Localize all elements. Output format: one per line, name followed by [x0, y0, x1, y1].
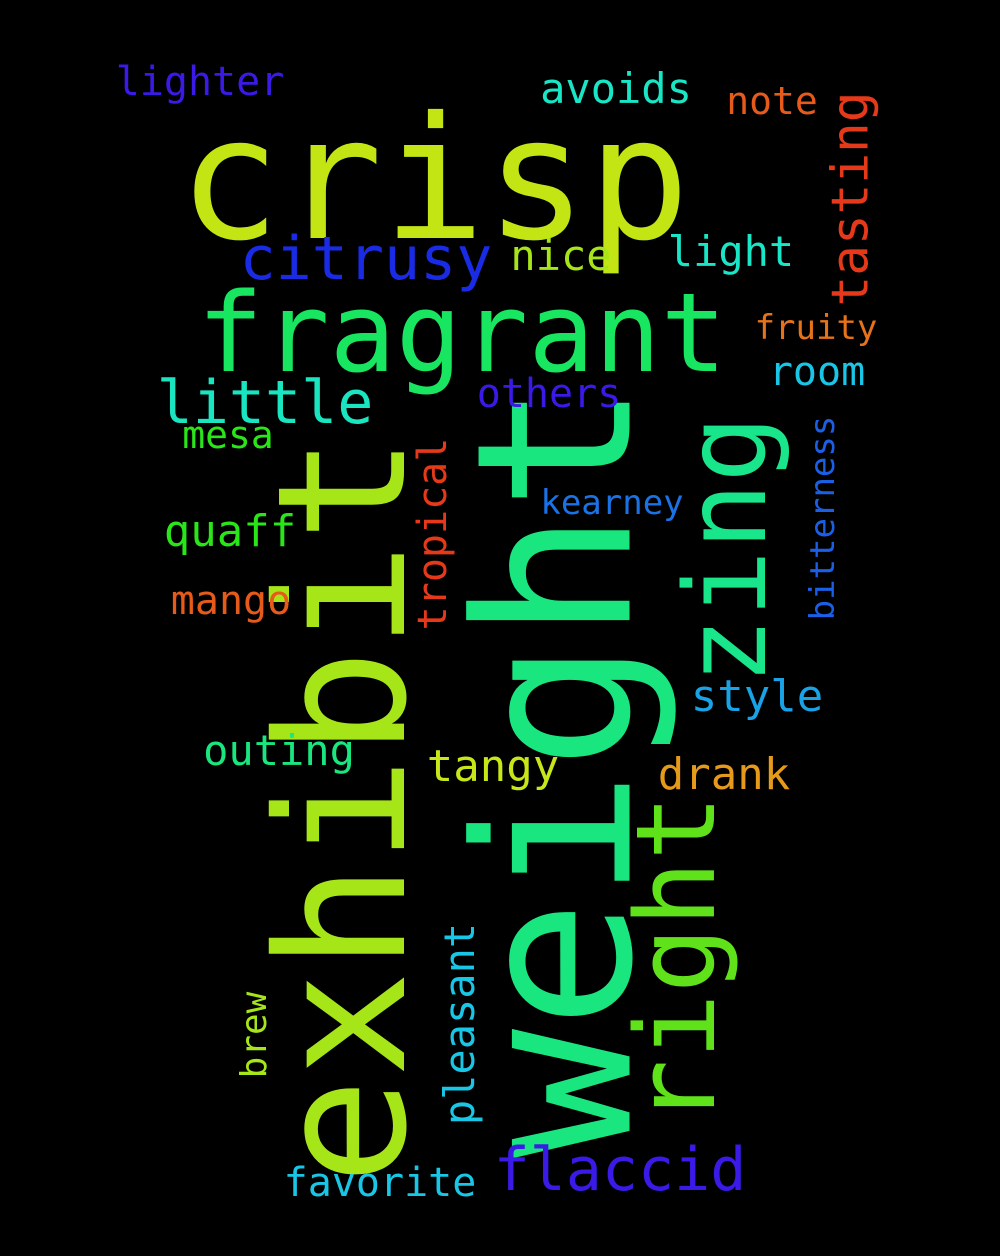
- word-light: light: [667, 227, 795, 276]
- word-drank: drank: [657, 749, 791, 800]
- word-others: others: [476, 371, 622, 417]
- word-citrusy: citrusy: [239, 224, 493, 294]
- word-outing: outing: [203, 726, 355, 775]
- word-avoids: avoids: [540, 64, 692, 113]
- word-kearney: kearney: [540, 483, 684, 523]
- word-flaccid: flaccid: [493, 1135, 747, 1205]
- word-note: note: [726, 79, 818, 123]
- word-bitterness: bitterness: [803, 415, 843, 621]
- word-nice: nice: [510, 231, 612, 280]
- word-tropical: tropical: [410, 437, 456, 631]
- word-tangy: tangy: [426, 741, 560, 792]
- word-zing: zing: [662, 415, 792, 685]
- word-mesa: mesa: [182, 413, 274, 457]
- word-pleasant: pleasant: [435, 922, 484, 1126]
- word-lighter: lighter: [115, 59, 285, 105]
- word-mango: mango: [170, 578, 292, 624]
- word-fruity: fruity: [754, 308, 878, 348]
- word-quaff: quaff: [163, 506, 297, 557]
- word-favorite: favorite: [283, 1160, 477, 1206]
- word-room: room: [768, 349, 866, 395]
- word-style: style: [690, 671, 824, 722]
- word-right: right: [612, 794, 740, 1126]
- word-crisp: crisp: [178, 81, 690, 279]
- word-tasting: tasting: [821, 91, 881, 307]
- word-little: little: [156, 368, 374, 438]
- word-brew: brew: [234, 991, 275, 1079]
- word-fragrant: fragrant: [197, 269, 727, 397]
